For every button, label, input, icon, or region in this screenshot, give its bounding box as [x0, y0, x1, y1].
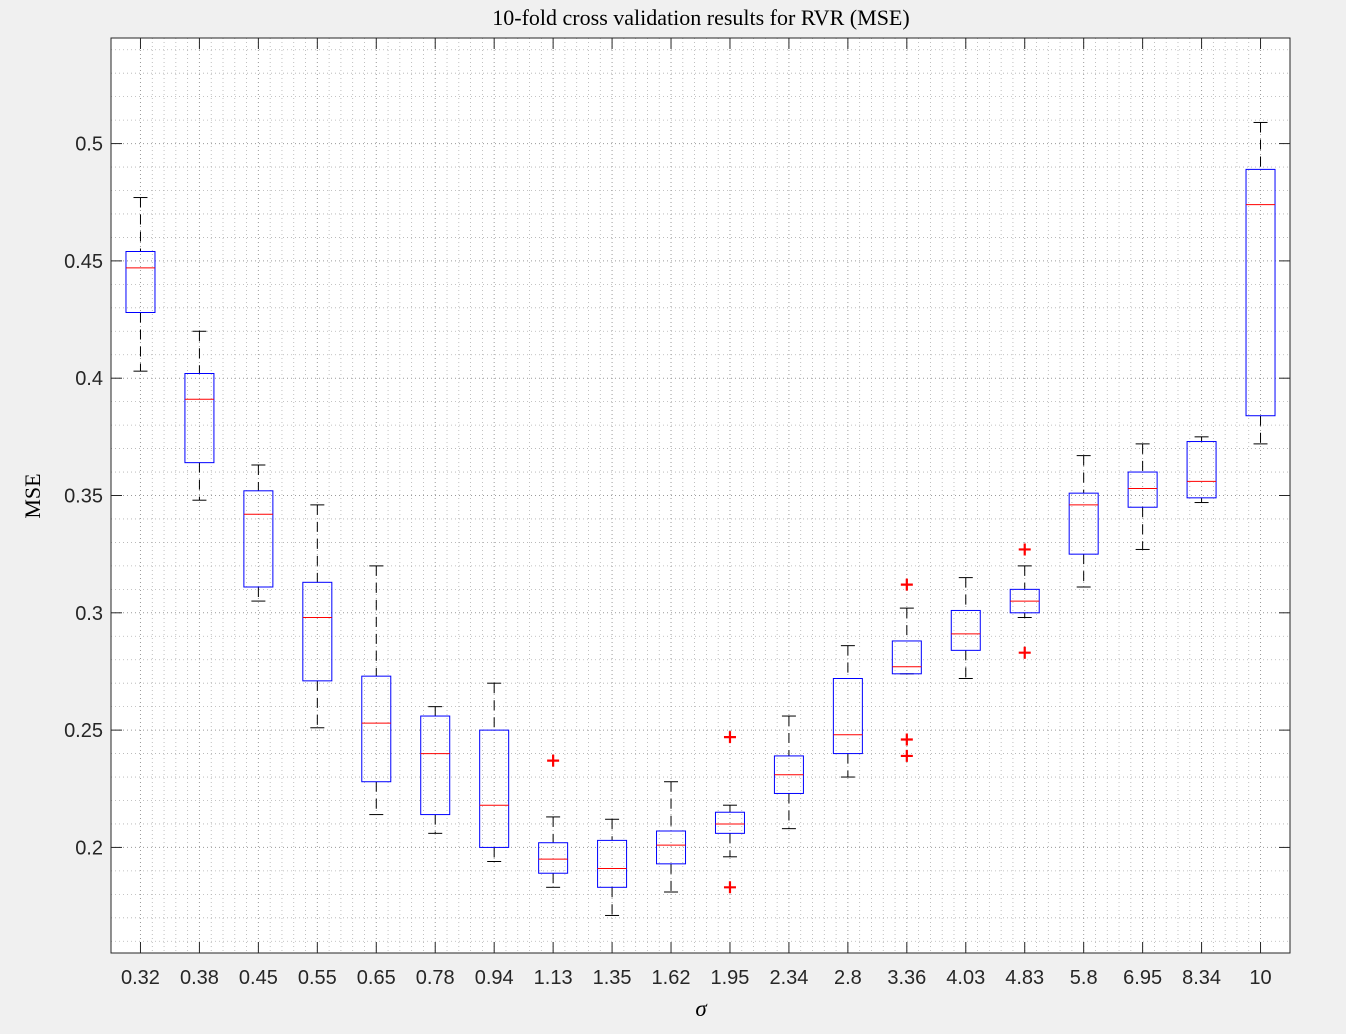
chart-title: 10-fold cross validation results for RVR…: [492, 5, 909, 30]
iqr-box: [420, 715, 451, 816]
box-0.55: [302, 504, 333, 729]
x-tick-label: 0.78: [416, 967, 455, 989]
iqr-box: [1186, 441, 1217, 499]
iqr-box: [479, 729, 510, 848]
y-tick-label: 0.35: [64, 486, 103, 508]
x-tick-label: 5.8: [1070, 967, 1098, 989]
box-4.83: [1009, 543, 1040, 659]
iqr-box: [950, 609, 981, 651]
y-tick-label: 0.45: [64, 251, 103, 273]
outlier-marker: [1018, 646, 1031, 659]
x-tick-label: 0.65: [357, 967, 396, 989]
outlier-marker: [723, 731, 736, 744]
iqr-box: [1068, 492, 1099, 555]
iqr-box: [1127, 471, 1158, 508]
y-tick-label: 0.4: [75, 368, 103, 390]
iqr-box: [538, 842, 569, 874]
box-4.03: [950, 577, 981, 679]
iqr-box: [361, 675, 392, 783]
outlier-marker: [900, 749, 913, 762]
y-tick-label: 0.3: [75, 603, 103, 625]
iqr-box: [1245, 168, 1276, 417]
y-tick-label: 0.25: [64, 720, 103, 742]
iqr-box: [184, 373, 215, 464]
box-plots: [125, 121, 1276, 916]
outlier-marker: [547, 754, 560, 767]
grid: [111, 38, 1290, 953]
outlier-marker: [900, 733, 913, 746]
x-tick-label: 1.13: [534, 967, 573, 989]
iqr-box: [302, 581, 333, 682]
x-tick-label: 0.45: [239, 967, 278, 989]
x-tick-label: 6.95: [1123, 967, 1162, 989]
box-5.8: [1068, 455, 1099, 588]
x-tick-label: 0.55: [298, 967, 337, 989]
x-tick-label: 1.95: [711, 967, 750, 989]
x-tick-label: 10: [1249, 967, 1271, 989]
box-2.34: [773, 715, 804, 830]
outlier-marker: [900, 578, 913, 591]
box-0.32: [125, 197, 156, 372]
iqr-box: [714, 811, 745, 834]
iqr-box: [891, 640, 922, 675]
y-tick-label: 0.2: [75, 837, 103, 859]
y-tick-label: 0.5: [75, 134, 103, 156]
x-tick-label: 3.36: [887, 967, 926, 989]
iqr-box: [243, 490, 274, 588]
box-2.8: [832, 645, 863, 778]
iqr-box: [597, 839, 628, 888]
x-tick-label: 2.8: [834, 967, 862, 989]
x-tick-label: 1.62: [652, 967, 691, 989]
iqr-box: [125, 251, 156, 313]
x-tick-label: 4.83: [1005, 967, 1044, 989]
x-tick-label: 8.34: [1182, 967, 1221, 989]
x-tick-label: 2.34: [769, 967, 808, 989]
box-10: [1245, 121, 1276, 445]
box-0.65: [361, 565, 392, 816]
iqr-box: [656, 830, 687, 865]
outlier-marker: [723, 881, 736, 894]
x-tick-label: 4.03: [946, 967, 985, 989]
x-tick-label: 0.32: [121, 967, 160, 989]
outlier-marker: [1018, 543, 1031, 556]
box-3.36: [891, 578, 922, 762]
plot-frame: [110, 37, 1291, 954]
box-1.13: [538, 754, 569, 888]
x-tick-label: 0.38: [180, 967, 219, 989]
box-1.35: [597, 818, 628, 916]
box-0.45: [243, 464, 274, 602]
box-1.62: [656, 781, 687, 893]
box-0.38: [184, 330, 215, 501]
box-1.95: [714, 731, 745, 894]
y-axis-label: MSE: [20, 473, 45, 518]
x-tick-label: 1.35: [593, 967, 632, 989]
box-8.34: [1186, 436, 1217, 504]
x-axis-label: σ: [695, 996, 708, 1021]
box-6.95: [1127, 443, 1158, 550]
iqr-box: [832, 678, 863, 755]
x-tick-label: 0.94: [475, 967, 514, 989]
box-0.78: [420, 706, 451, 834]
axis-ticks: 0.2 0.25 0.3 0.35 0.4 0.45 0.5 0.32 0.38 0.45 0.55…: [64, 38, 1290, 989]
box-0.94: [479, 682, 510, 862]
